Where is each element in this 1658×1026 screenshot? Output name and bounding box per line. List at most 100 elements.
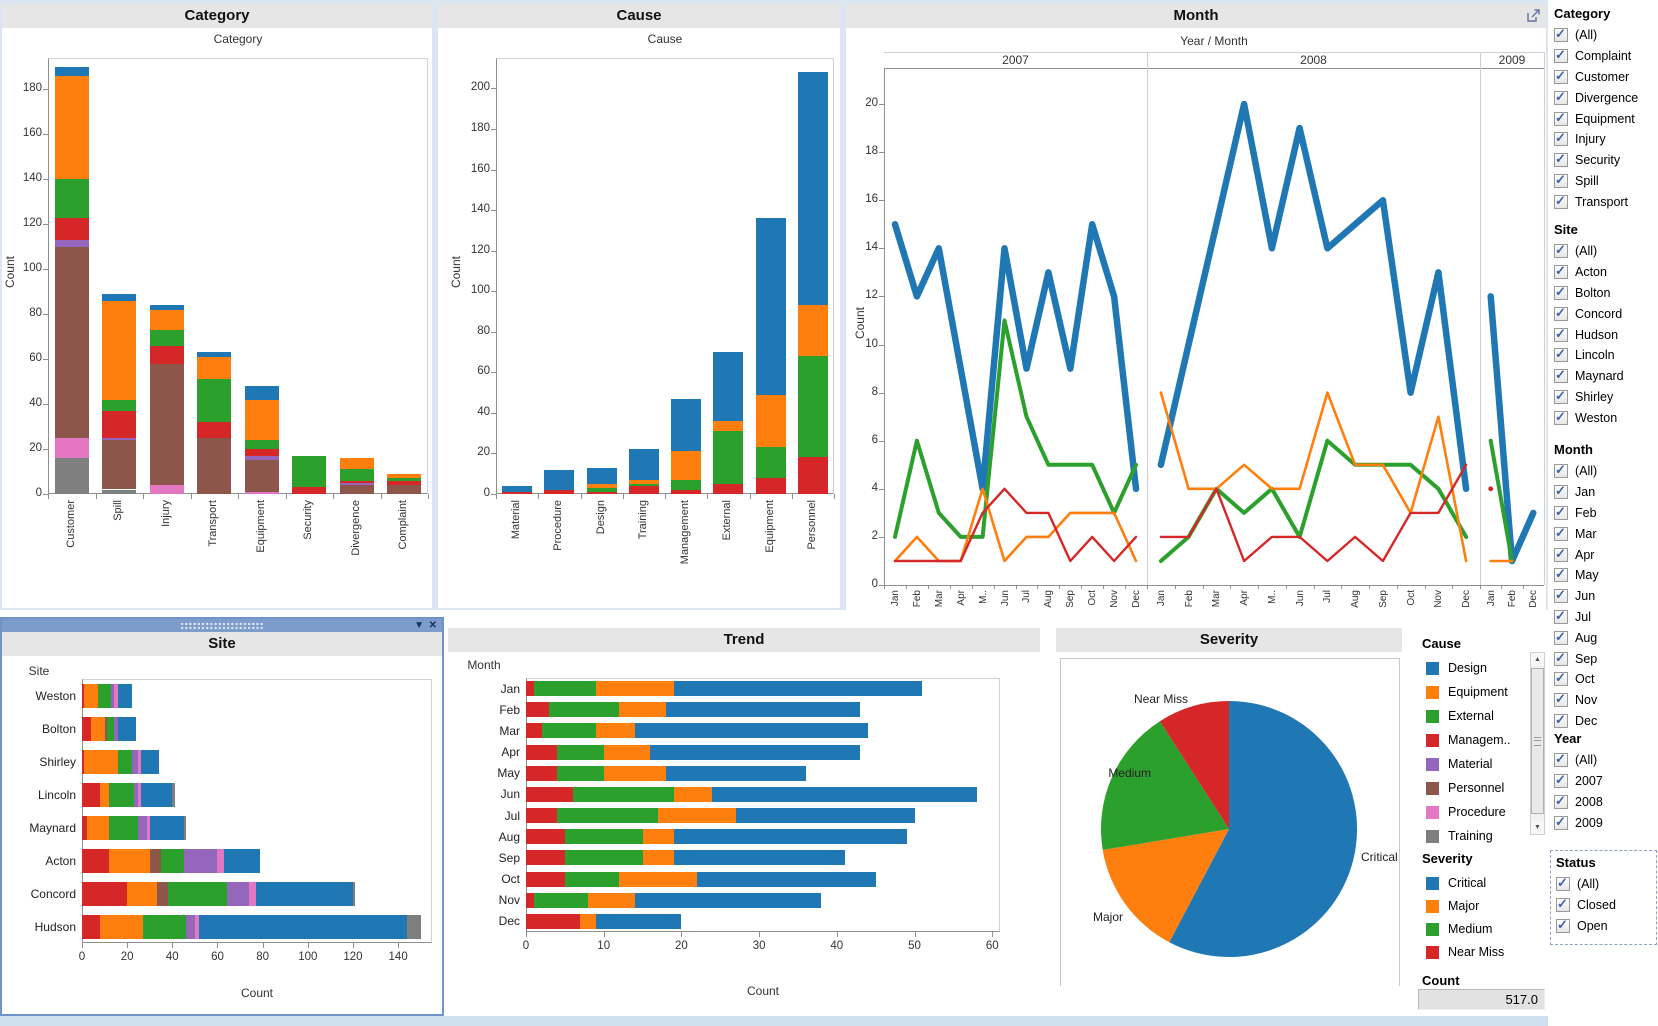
line-critical-2007[interactable] — [891, 221, 1140, 493]
bar-segment-customer-management[interactable] — [54, 217, 89, 241]
filter-year-2009[interactable]: 2009 — [1554, 812, 1654, 833]
legend-cause-external[interactable]: External — [1426, 706, 1494, 726]
line-major-2008[interactable] — [1159, 391, 1468, 563]
bar-segment-equipment-medium[interactable] — [755, 447, 786, 478]
filter-category-security[interactable]: Security — [1554, 150, 1654, 171]
bar-segment-acton-design[interactable] — [224, 848, 261, 873]
pie-slice-critical[interactable] — [1169, 701, 1358, 957]
bar-segment-maynard-equipment[interactable] — [86, 815, 110, 840]
scroll-up-button[interactable]: ▲ — [1531, 653, 1544, 666]
bar-segment-acton-material[interactable] — [183, 848, 218, 873]
bar-segment-jan-critical[interactable] — [673, 681, 923, 697]
bar-segment-customer-material[interactable] — [54, 240, 89, 247]
filter-month-sep[interactable]: Sep — [1554, 648, 1654, 669]
bar-segment-spill-material[interactable] — [102, 437, 137, 441]
bar-segment-bolton-management[interactable] — [82, 716, 92, 741]
bar-segment-hudson-material[interactable] — [185, 914, 195, 939]
filter-status--all-[interactable]: (All) — [1556, 874, 1656, 895]
bar-segment-complaint-external[interactable] — [387, 478, 422, 481]
bar-segment-feb-major[interactable] — [619, 702, 666, 718]
bar-segment-aug-major[interactable] — [642, 829, 674, 845]
bar-segment-concord-equipment[interactable] — [127, 881, 157, 906]
bar-segment-nov-critical[interactable] — [634, 892, 822, 908]
bar-segment-jun-medium[interactable] — [572, 786, 674, 802]
bar-segment-management-medium[interactable] — [671, 479, 702, 490]
bar-segment-mar-near-miss[interactable] — [526, 723, 542, 739]
bar-segment-nov-near-miss[interactable] — [526, 892, 534, 908]
bar-segment-personnel-near-miss[interactable] — [797, 457, 828, 494]
filter-month-feb[interactable]: Feb — [1554, 503, 1654, 524]
legend-cause-design[interactable]: Design — [1426, 658, 1487, 678]
site-panel-titlebar[interactable]: ▼ ✕ — [2, 619, 442, 632]
bar-segment-maynard-training[interactable] — [183, 815, 186, 840]
bar-segment-external-near-miss[interactable] — [713, 483, 744, 494]
filter-site--all-[interactable]: (All) — [1554, 241, 1654, 262]
filter-category-divergence[interactable]: Divergence — [1554, 87, 1654, 108]
bar-segment-oct-near-miss[interactable] — [526, 871, 565, 887]
bar-segment-hudson-external[interactable] — [142, 914, 186, 939]
bar-segment-jul-major[interactable] — [658, 808, 736, 824]
filter-month-jan[interactable]: Jan — [1554, 482, 1654, 503]
bar-segment-equipment-equipment[interactable] — [244, 399, 279, 441]
filter-month-jun[interactable]: Jun — [1554, 586, 1654, 607]
bar-segment-acton-equipment[interactable] — [109, 848, 150, 873]
bar-segment-weston-management[interactable] — [82, 683, 85, 708]
bar-segment-dec-critical[interactable] — [595, 913, 682, 929]
bar-segment-apr-medium[interactable] — [557, 744, 604, 760]
bar-segment-training-critical[interactable] — [628, 449, 659, 480]
bar-segment-hudson-procedure[interactable] — [194, 914, 200, 939]
bar-segment-jun-major[interactable] — [673, 786, 713, 802]
bar-segment-transport-design[interactable] — [197, 352, 232, 357]
bar-segment-spill-design[interactable] — [102, 293, 137, 301]
bar-segment-mar-critical[interactable] — [634, 723, 868, 739]
bar-segment-concord-personnel[interactable] — [156, 881, 168, 906]
bar-segment-lincoln-material[interactable] — [133, 782, 139, 807]
bar-segment-design-critical[interactable] — [586, 467, 617, 484]
bar-segment-may-near-miss[interactable] — [526, 765, 558, 781]
bar-segment-management-critical[interactable] — [671, 398, 702, 452]
close-icon[interactable]: ✕ — [428, 620, 437, 631]
bar-segment-concord-procedure[interactable] — [249, 881, 256, 906]
bar-segment-transport-external[interactable] — [197, 379, 232, 423]
filter-month-nov[interactable]: Nov — [1554, 690, 1654, 711]
bar-segment-procedure-near-miss[interactable] — [544, 489, 575, 494]
pie-slice-medium[interactable] — [1100, 721, 1229, 850]
bar-segment-jul-near-miss[interactable] — [526, 808, 558, 824]
filter-year--all-[interactable]: (All) — [1554, 750, 1654, 771]
legend-scrollbar[interactable]: ▲ ▼ — [1530, 652, 1545, 835]
bar-segment-sep-major[interactable] — [642, 850, 674, 866]
filter-category-spill[interactable]: Spill — [1554, 171, 1654, 192]
bar-segment-feb-critical[interactable] — [665, 702, 861, 718]
filter-site-weston[interactable]: Weston — [1554, 407, 1654, 428]
bar-segment-shirley-external[interactable] — [118, 749, 132, 774]
filter-month-mar[interactable]: Mar — [1554, 523, 1654, 544]
bar-segment-equipment-critical[interactable] — [755, 218, 786, 395]
bar-segment-weston-procedure[interactable] — [113, 683, 119, 708]
bar-segment-jul-critical[interactable] — [735, 808, 915, 824]
bar-segment-aug-critical[interactable] — [673, 829, 907, 845]
bar-segment-lincoln-external[interactable] — [109, 782, 134, 807]
bar-segment-jun-critical[interactable] — [712, 786, 977, 802]
bar-segment-equipment-personnel[interactable] — [244, 460, 279, 492]
bar-segment-jan-medium[interactable] — [533, 681, 596, 697]
bar-segment-spill-management[interactable] — [102, 410, 137, 438]
line-medium-2008[interactable] — [1158, 438, 1469, 563]
bar-segment-lincoln-management[interactable] — [82, 782, 101, 807]
bar-segment-acton-management[interactable] — [82, 848, 110, 873]
bar-segment-weston-design[interactable] — [118, 683, 132, 708]
line-medium-2009[interactable] — [1488, 438, 1514, 563]
filter-month-jul[interactable]: Jul — [1554, 607, 1654, 628]
legend-cause-material[interactable]: Material — [1426, 754, 1492, 774]
bar-segment-bolton-material[interactable] — [113, 716, 119, 741]
filter-category-transport[interactable]: Transport — [1554, 191, 1654, 212]
bar-segment-design-medium[interactable] — [586, 487, 617, 492]
bar-segment-customer-personnel[interactable] — [54, 246, 89, 438]
bar-segment-transport-equipment[interactable] — [197, 356, 232, 380]
bar-segment-sep-medium[interactable] — [564, 850, 643, 866]
filter-status-closed[interactable]: Closed — [1556, 895, 1656, 916]
bar-segment-lincoln-equipment[interactable] — [100, 782, 110, 807]
bar-segment-management-major[interactable] — [671, 451, 702, 480]
filter-status-open[interactable]: Open — [1556, 916, 1656, 937]
bar-segment-feb-near-miss[interactable] — [526, 702, 550, 718]
bar-segment-maynard-procedure[interactable] — [147, 815, 150, 840]
